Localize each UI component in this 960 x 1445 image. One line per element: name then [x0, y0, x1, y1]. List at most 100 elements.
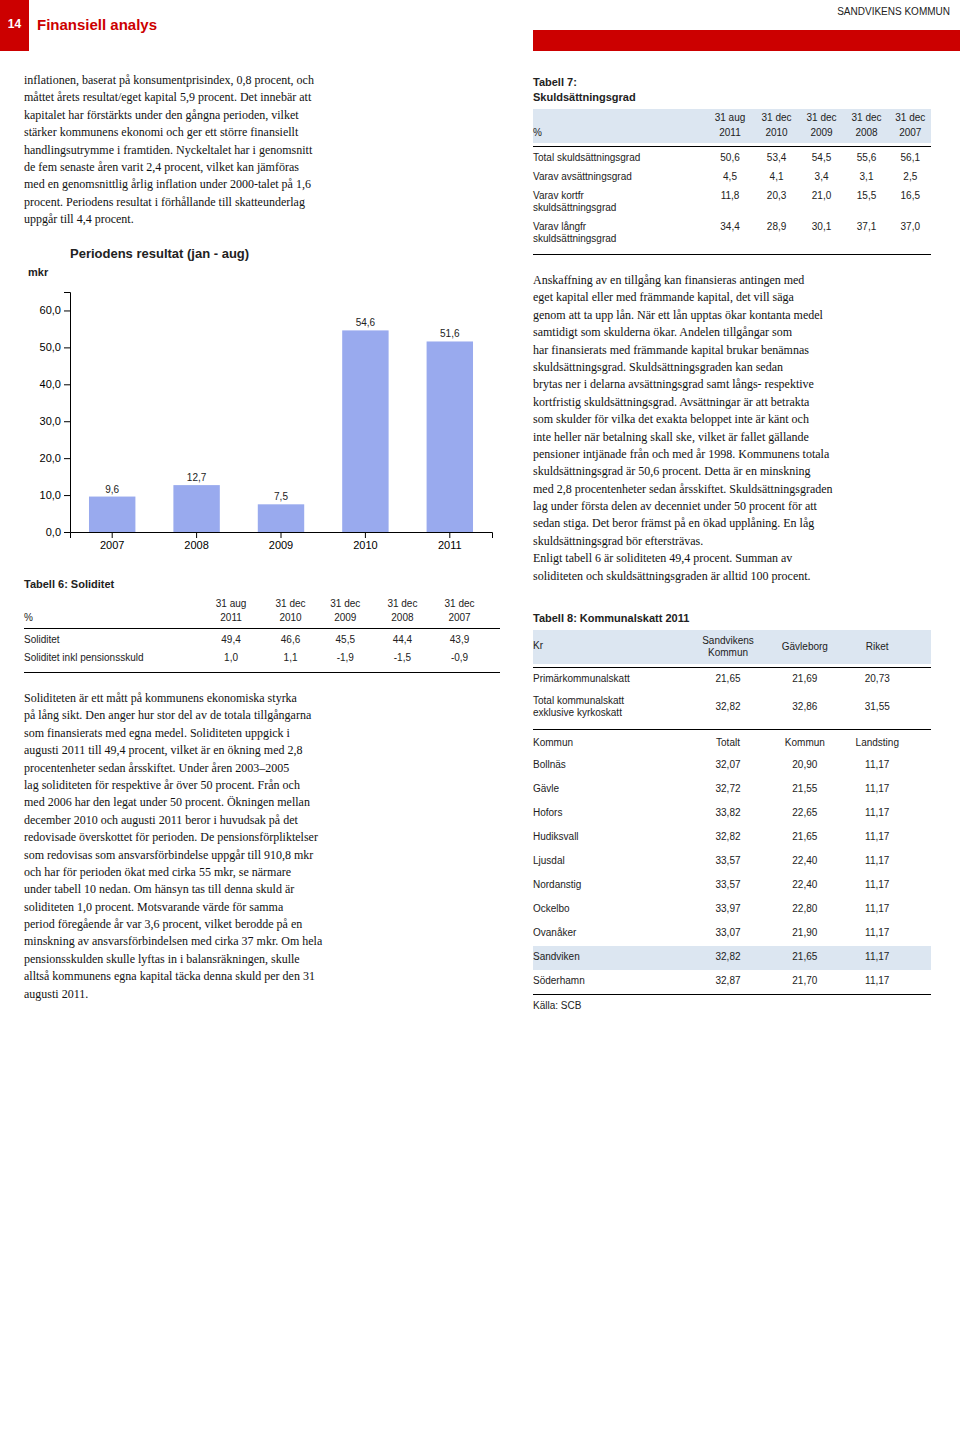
table-header: 2011	[220, 612, 242, 624]
bar	[342, 330, 388, 532]
bar	[258, 504, 304, 532]
table-cell: 32,87	[716, 975, 741, 987]
tick-mark	[64, 495, 70, 496]
header-bar	[533, 30, 960, 51]
rule	[24, 672, 500, 673]
table-cell: 2,5	[903, 171, 917, 183]
header-title: Finansiell analys	[37, 16, 157, 34]
row-label: Ljusdal	[533, 855, 565, 867]
table-cell: 31,55	[865, 701, 890, 713]
tick-label: 20,0	[40, 452, 61, 464]
table-cell: 15,5	[857, 190, 876, 202]
table-cell: 21,65	[792, 951, 817, 963]
table-cell: 20,3	[767, 190, 786, 202]
table-cell: 4,1	[770, 171, 784, 183]
table-cell: 43,9	[450, 634, 469, 646]
tick: 2011	[438, 532, 462, 551]
table-cell: 21,65	[792, 831, 817, 843]
table-cell: 30,1	[812, 221, 831, 233]
table-cell: 21,90	[792, 927, 817, 939]
tick-label: 2007	[100, 539, 124, 551]
data-label: 12,7	[187, 472, 207, 483]
table-cell: 44,4	[393, 634, 412, 646]
y-axis: 0,010,020,030,040,050,060,0	[40, 293, 71, 539]
rule	[533, 729, 931, 730]
table-cell: -0,9	[451, 652, 468, 664]
table-header: 31 dec	[387, 598, 417, 610]
tick-mark	[196, 532, 197, 538]
rule	[533, 254, 931, 255]
body-text: Anskaffning av en tillgång kan finansier…	[533, 272, 931, 585]
table-title: Tabell 8: Kommunalskatt 2011	[533, 612, 689, 625]
table-cell: 11,17	[865, 975, 889, 987]
table-cell: 20,90	[792, 759, 817, 771]
tick: 2007	[100, 532, 124, 551]
tick-label: 2011	[438, 539, 462, 551]
table-cell: 21,65	[716, 673, 741, 685]
tick-label: 2008	[184, 539, 208, 551]
table-header: 31 dec	[852, 112, 882, 124]
tick-mark	[64, 421, 70, 422]
table-cell: 49,4	[221, 634, 240, 646]
tick-mark	[64, 458, 70, 459]
tick-label: 2010	[353, 539, 377, 551]
table-cell: 33,82	[716, 807, 741, 819]
tick-mark	[112, 532, 113, 538]
table-header: 2007	[899, 127, 921, 139]
tick-mark	[64, 310, 70, 311]
table-cell: 56,1	[901, 152, 920, 164]
row-label: Hofors	[533, 807, 562, 819]
table-cell: 21,55	[792, 783, 817, 795]
table-cell: 21,69	[792, 673, 817, 685]
table-header: 2007	[448, 612, 470, 624]
table-cell: 45,5	[336, 634, 355, 646]
table-header: 2008	[855, 127, 877, 139]
table-header: 31 dec	[445, 598, 475, 610]
tick: 2010	[353, 532, 377, 551]
data-label: 7,5	[274, 491, 288, 502]
row-label: Total skuldsättningsgrad	[533, 152, 640, 164]
tick-label: 50,0	[40, 341, 61, 353]
row-label: Bollnäs	[533, 759, 566, 771]
tick-mark	[365, 532, 366, 538]
table-cell: 32,86	[792, 701, 817, 713]
table-cell: 11,17	[865, 831, 889, 843]
table-header: Landsting	[856, 737, 899, 749]
table-cell: 11,17	[865, 879, 889, 891]
rule	[533, 667, 931, 668]
row-label: Varav avsättningsgrad	[533, 171, 632, 183]
table-cell: 4,5	[723, 171, 737, 183]
row-label: Hudiksvall	[533, 831, 579, 843]
table-cell: 33,07	[716, 927, 741, 939]
table-header: 31 dec	[762, 112, 792, 124]
tick: 0,0	[46, 526, 70, 538]
table-cell: 22,40	[792, 855, 817, 867]
table-unit: Kr	[533, 640, 543, 652]
table-header: Kommun	[785, 737, 825, 749]
table-header: 2009	[334, 612, 356, 624]
table-cell: 46,6	[281, 634, 300, 646]
tick: 30,0	[40, 415, 70, 427]
table-cell: 22,80	[792, 903, 817, 915]
table-cell: 28,9	[767, 221, 786, 233]
tick-mark	[64, 384, 70, 385]
table-header: 2009	[810, 127, 832, 139]
table-footer: Källa: SCB	[533, 1000, 581, 1012]
row-label: Sandviken	[533, 951, 580, 963]
tick: 2008	[184, 532, 208, 551]
page-number: 14	[8, 17, 21, 31]
table-header: 31 aug	[715, 112, 746, 124]
row-label: Varav långfr skuldsättningsgrad	[533, 221, 616, 245]
table-header: 2010	[279, 612, 301, 624]
table-cell: 11,17	[865, 759, 889, 771]
tick-label: 0,0	[46, 526, 61, 538]
tick-label: 2009	[269, 539, 293, 551]
table-cell: 53,4	[767, 152, 786, 164]
data-labels: 9,612,77,554,651,6	[105, 317, 460, 502]
table-cell: 3,1	[860, 171, 874, 183]
table-title: Tabell 7:	[533, 76, 577, 89]
table-unit: %	[24, 612, 33, 624]
table-cell: 11,17	[865, 951, 889, 963]
table-cell: 34,4	[720, 221, 739, 233]
row-label: Ovanåker	[533, 927, 576, 939]
